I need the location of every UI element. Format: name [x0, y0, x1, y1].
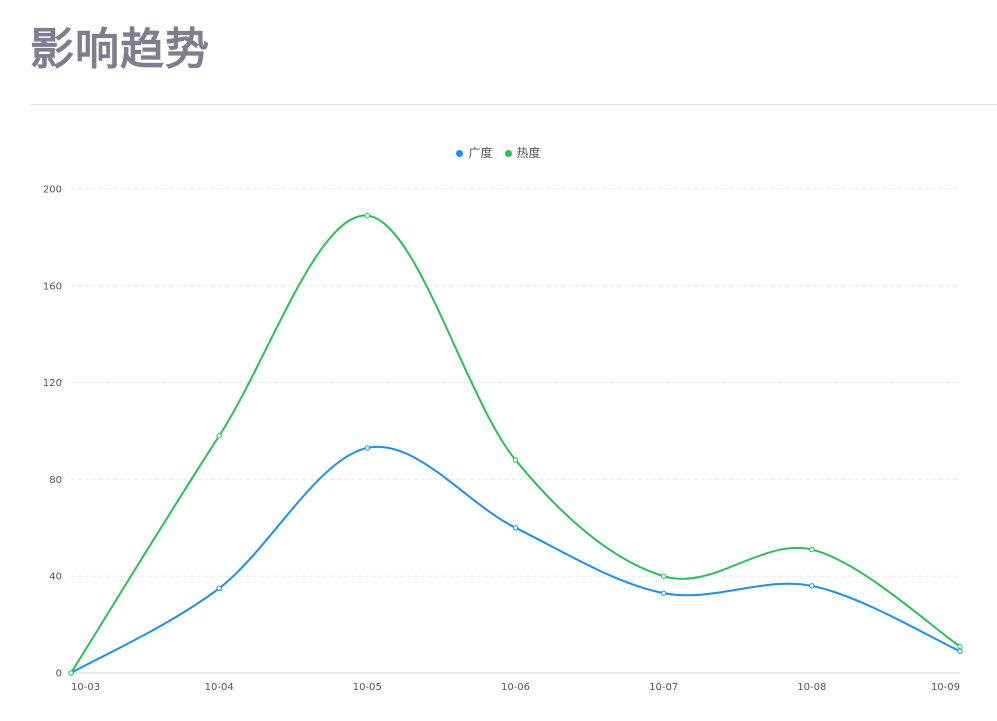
y-tick-label-5: 200 [43, 185, 62, 196]
series-2-point-1[interactable] [216, 433, 222, 439]
y-tick-label-1: 40 [49, 572, 62, 583]
series-2-point-2[interactable] [364, 212, 371, 219]
y-tick-label-3: 120 [43, 378, 62, 389]
series-1-point-4[interactable] [660, 590, 667, 596]
legend-item-series-2[interactable]: 热度 [504, 144, 541, 162]
legend-item-series-1[interactable]: 广度 [456, 144, 493, 162]
x-tick-label-3: 10-06 [501, 682, 530, 693]
chart-legend: 广度 热度 [0, 144, 997, 162]
y-tick-label-2: 80 [49, 475, 62, 486]
x-tick-label-1: 10-04 [205, 682, 234, 693]
legend-label-series-2: 热度 [516, 146, 541, 160]
x-tick-label-2: 10-05 [353, 682, 382, 693]
x-tick-label-0: 10-03 [71, 682, 100, 693]
series-2-point-5[interactable] [809, 546, 815, 553]
series-1-point-1[interactable] [216, 585, 222, 591]
legend-dot-series-1 [456, 149, 464, 157]
series-2-point-0[interactable] [68, 670, 74, 676]
x-tick-label-5: 10-08 [797, 682, 826, 693]
series-1-point-5[interactable] [809, 583, 815, 589]
page-title: 影响趋势 [30, 24, 210, 75]
title-divider [30, 104, 997, 105]
point-layer [68, 212, 963, 676]
x-tick-label-4: 10-07 [649, 682, 678, 693]
series-line-1 [70, 445, 961, 674]
x-tick-label-6: 10-09 [931, 682, 960, 693]
series-layer [70, 214, 961, 674]
series-1-point-2[interactable] [364, 445, 371, 451]
series-1-point-3[interactable] [512, 525, 519, 531]
series-line-2 [70, 214, 961, 674]
axis-layer: 0 40 80 120 160 200 10-03 10-04 10-05 10-06 10-07 1… [43, 185, 960, 693]
y-tick-label-4: 160 [43, 281, 62, 292]
series-2-point-6[interactable] [957, 643, 963, 650]
legend-dot-series-2 [504, 149, 512, 157]
series-1-point-6[interactable] [957, 648, 963, 654]
legend-label-series-1: 广度 [468, 146, 493, 160]
y-tick-label-0: 0 [56, 669, 62, 680]
grid-layer [71, 188, 960, 577]
series-2-point-3[interactable] [512, 457, 519, 463]
series-2-point-4[interactable] [660, 573, 667, 579]
